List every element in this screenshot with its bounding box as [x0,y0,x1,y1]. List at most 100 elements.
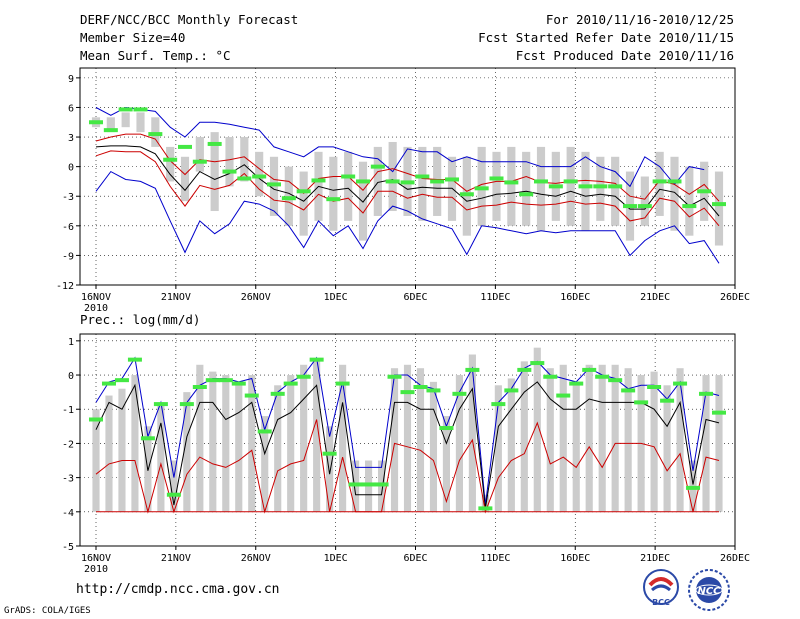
prec-ensemble-box [507,378,515,512]
prec-observed-marker [244,393,259,398]
prec-ensemble-box [300,364,308,512]
prec-ensemble-box [92,409,100,512]
prec-observed-marker [179,402,194,407]
ncc-logo: NCC [688,569,730,611]
forecast-period: For 2010/11/16-2010/12/25 [545,12,734,27]
prec-ensemble-box [468,354,476,512]
prec-observed-marker [101,381,116,386]
prec-ensemble-box [261,416,269,512]
temp-observed-marker [652,179,667,184]
temp-observed-marker [118,107,133,112]
temp-ensemble-box [670,156,679,231]
prec-observed-marker [413,385,428,389]
prec-observed-marker [257,429,272,434]
temp-ensemble-box [640,176,649,226]
temp-ensemble-box [507,146,516,226]
temp-observed-marker [133,107,148,112]
temp-x-tick-label: 1DEC [324,292,348,303]
temp-observed-marker [267,182,281,187]
chart-title: DERF/NCC/BCC Monthly Forecast [80,12,299,27]
prec-observed-marker [686,485,701,490]
temp-observed-marker [548,184,563,189]
prec-ensemble-box [287,375,295,512]
temp-y-tick-label: -12 [56,281,74,292]
temp-line-mean [95,145,720,217]
variable-label-prec: Prec.: log(mm/d) [80,312,200,327]
prec-observed-marker [712,410,726,415]
temp-ensemble-box [225,137,234,187]
prec-ensemble-box [559,364,567,512]
source-url[interactable]: http://cmdp.ncc.cma.gov.cn [76,582,280,597]
prec-observed-marker [673,381,688,386]
prec-ensemble-box [715,375,723,512]
prec-x-tick-label: 11DEC [480,553,510,564]
temp-observed-marker [578,184,593,189]
prec-y-tick-label: -5 [62,542,74,553]
grads-credit: GrADS: COLA/IGES [4,606,91,616]
prec-ensemble-box [339,364,347,512]
temp-observed-marker [474,186,489,191]
temp-observed-marker [163,157,178,162]
prec-line-lower [95,419,720,514]
temp-ensemble-box [180,156,190,202]
temp-ensemble-box [344,151,353,221]
prec-x-tick-label: 26NOV [241,553,271,564]
prec-x-tick-label: 21NOV [161,553,191,564]
prec-ensemble-box [572,381,580,512]
temp-ensemble-box [166,146,175,182]
prec-observed-marker [543,374,558,379]
temp-ensemble-box [714,171,724,246]
temp-observed-marker [637,204,652,209]
temp-observed-marker [178,144,192,149]
temp-y-tick-label: -3 [62,192,74,203]
temp-x-tick-label: 16DEC [560,292,590,303]
prec-observed-marker [140,436,155,441]
temp-observed-marker [370,164,385,169]
prec-ensemble-box [624,368,632,512]
temp-observed-marker [385,179,400,184]
temp-observed-marker [415,174,430,179]
temp-x-tick-label: 26NOV [241,292,271,303]
prec-ensemble-box [494,385,502,512]
prec-line-mean [95,381,720,509]
temp-y-tick-label: -6 [62,222,74,233]
temp-observed-marker [623,204,637,209]
temp-ensemble-box [136,112,145,133]
prec-x-tick-label: 16DEC [560,553,590,564]
prec-ensemble-box [235,381,243,512]
temp-ensemble-box [121,112,130,128]
prec-observed-marker [270,391,285,396]
temp-observed-marker [430,179,445,184]
prec-observed-marker [387,374,402,379]
temp-line-upper [95,133,720,202]
temp-ensemble-box [536,146,546,231]
prec-observed-marker [400,390,415,395]
prec-ensemble-box [118,388,126,512]
temp-ensemble-box [240,137,249,182]
prec-observed-marker [335,381,350,386]
temp-x-tick-label: 11DEC [480,292,510,303]
temp-observed-marker [459,192,474,197]
prec-observed-marker [89,417,103,422]
temp-observed-marker [296,189,311,194]
temp-ensemble-box [329,156,338,231]
temp-observed-marker [148,132,163,137]
variable-label-temp: Mean Surf. Temp.: °C [80,48,231,63]
temp-ensemble-box [492,151,501,221]
temp-ensemble-box [388,141,397,212]
temp-observed-marker [534,179,548,184]
prec-x-tick-label: 21DEC [640,553,670,564]
prec-observed-marker [296,374,311,379]
prec-x-tick-label: 26DEC [720,553,750,564]
temp-observed-marker [341,174,356,179]
temp-observed-marker [311,178,326,183]
temp-line-max [95,106,705,188]
prec-observed-marker [582,367,597,372]
temp-ensemble-box [611,156,620,226]
prec-y-tick-label: -1 [62,405,74,416]
prec-ensemble-box [170,460,178,512]
prec-ensemble-box [390,368,399,512]
temp-observed-marker [192,159,207,164]
prec-observed-marker [634,400,649,405]
